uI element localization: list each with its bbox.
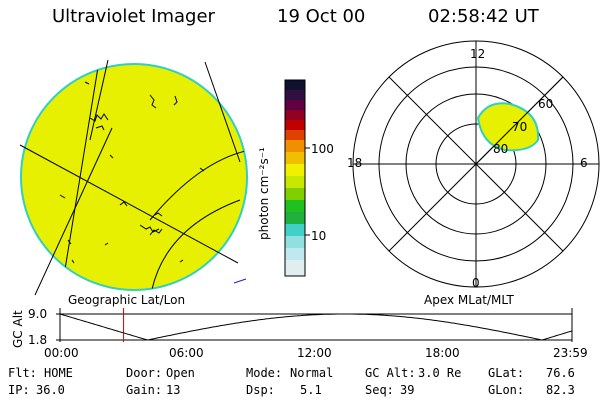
status-gcalt-key: GC Alt: [365, 366, 416, 380]
mlat-label-70: 70 [512, 120, 528, 134]
scale-mark [233, 278, 247, 284]
status-dsp-key: Dsp: [246, 383, 275, 397]
geographic-map [19, 59, 248, 296]
status-ip-value: 36.0 [36, 383, 65, 397]
colorbar [284, 79, 310, 277]
mlt-label-18: 18 [347, 156, 363, 170]
auroral-oval [476, 102, 540, 152]
meridian-line [204, 61, 241, 163]
status-mode-key: Mode: [246, 366, 283, 380]
timeline-xtick-0600: 06:00 [169, 346, 204, 360]
timeline-xtick-0000: 00:00 [44, 346, 79, 360]
mlat-label-60: 60 [538, 97, 554, 111]
timeline-ytick-min: 1.8 [28, 333, 48, 347]
timeline-ytick-max: 9.0 [28, 307, 48, 321]
status-glat-key: GLat: [488, 366, 525, 380]
status-gain-key: Gain: [126, 383, 163, 397]
colorbar-tick-100: 100 [311, 142, 334, 156]
time-label: 02:58:42 UT [428, 6, 539, 27]
status-flt-key: Flt: [8, 366, 37, 380]
earth-disk [20, 63, 248, 291]
mlt-label-6: 6 [580, 156, 588, 170]
latitude-arc [149, 199, 241, 290]
timeline-xtick-1800: 18:00 [425, 346, 460, 360]
apex-caption: Apex MLat/MLT [424, 293, 514, 307]
latitude-arc [149, 149, 247, 221]
polar-map [352, 40, 600, 288]
geographic-caption: Geographic Lat/Lon [68, 293, 186, 307]
mlat-label-80: 80 [493, 142, 509, 156]
meridian-line [89, 59, 109, 141]
status-mode-value: Normal [290, 366, 334, 380]
date-label: 19 Oct 00 [277, 6, 366, 27]
status-door-key: Door: [126, 366, 163, 380]
status-gcalt-value: 3.0 Re [418, 366, 462, 380]
altitude-curve [59, 313, 573, 341]
timeline-xtick-2359: 23:59 [553, 346, 588, 360]
status-ip-key: IP: [8, 383, 30, 397]
status-flt-value: HOME [44, 366, 73, 380]
status-door-value: Open [166, 366, 195, 380]
meridian-line [34, 127, 113, 296]
colorbar-unit-label: photon cm⁻²s⁻¹ [257, 147, 271, 240]
status-seq-key: Seq: [365, 383, 394, 397]
timeline-xtick-1200: 12:00 [297, 346, 332, 360]
colorbar-tick-10: 10 [311, 229, 327, 243]
status-glat-value: 76.6 [546, 366, 575, 380]
mlt-label-12: 12 [470, 47, 486, 61]
altitude-timeline [56, 308, 573, 342]
status-seq-value: 39 [400, 383, 415, 397]
status-gain-value: 13 [166, 383, 181, 397]
instrument-title: Ultraviolet Imager [52, 6, 215, 27]
status-glon-key: GLon: [488, 383, 525, 397]
status-dsp-value: 5.1 [300, 383, 322, 397]
timeline-axis-label: GC Alt [11, 310, 25, 348]
mlt-label-0: 0 [472, 276, 480, 290]
terminator-line [19, 144, 239, 264]
coastlines [59, 81, 205, 264]
status-glon-value: 82.3 [546, 383, 575, 397]
